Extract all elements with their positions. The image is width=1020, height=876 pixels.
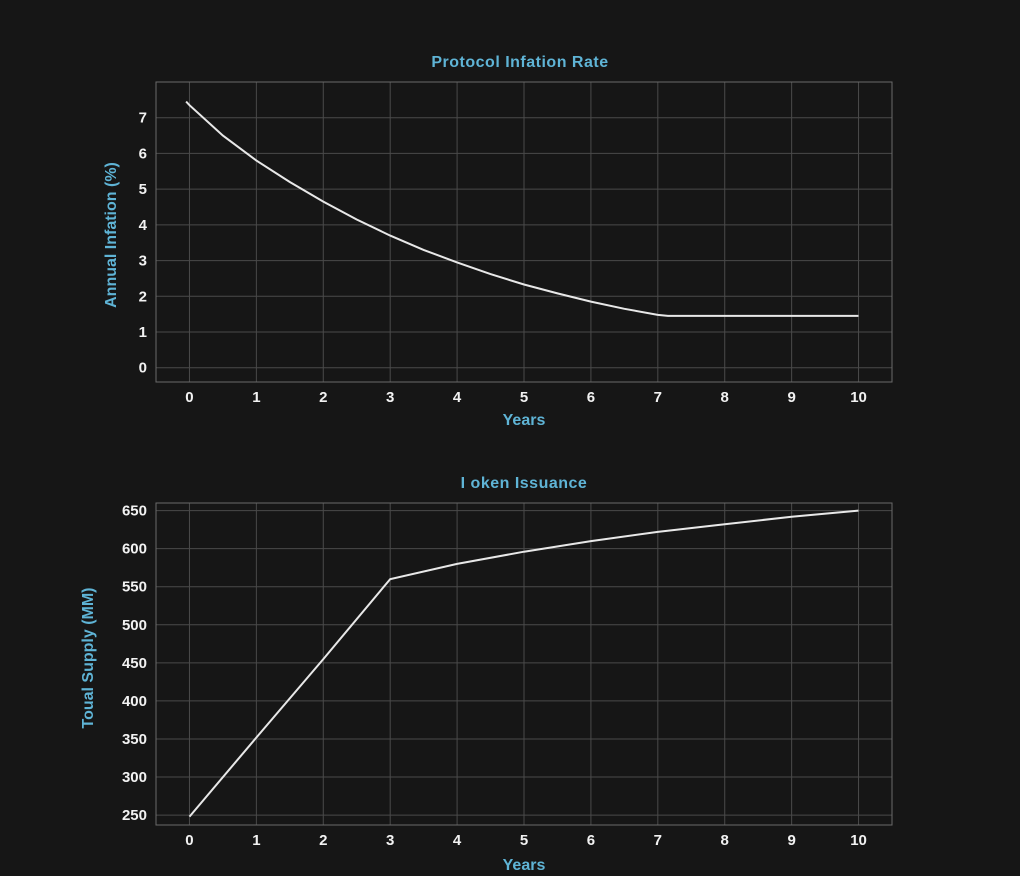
x-axis-label: Years <box>503 857 546 874</box>
x-tick-label: 6 <box>587 832 595 849</box>
y-tick-label: 2 <box>139 288 147 305</box>
y-tick-label: 5 <box>139 181 147 198</box>
x-tick-label: 3 <box>386 832 394 849</box>
x-tick-label: 5 <box>520 832 528 849</box>
plot-frame <box>155 81 893 383</box>
x-tick-label: 8 <box>721 389 729 406</box>
y-tick-label: 7 <box>139 110 147 127</box>
y-tick-label: 450 <box>122 655 147 672</box>
y-tick-label: 4 <box>139 217 148 234</box>
y-tick-label: 400 <box>122 693 147 710</box>
x-tick-label: 2 <box>319 832 327 849</box>
chart-inflation-rate: Protocol Infation Rate Years Annual Infa… <box>103 54 893 429</box>
y-tick-label: 300 <box>122 769 147 786</box>
y-tick-label: 650 <box>122 503 147 520</box>
x-tick-label: 8 <box>721 832 729 849</box>
plot-frame <box>155 502 893 826</box>
x-tick-label: 0 <box>185 389 193 406</box>
x-tick-label: 4 <box>453 389 462 406</box>
x-tick-label: 2 <box>319 389 327 406</box>
x-tick-label: 10 <box>850 832 867 849</box>
y-axis-label: Annual Infation (%) <box>103 162 120 308</box>
x-tick-label: 3 <box>386 389 394 406</box>
chart-title: I oken Issuance <box>461 475 588 492</box>
x-tick-label: 10 <box>850 389 867 406</box>
x-tick-label: 9 <box>787 389 795 406</box>
x-tick-label: 7 <box>654 389 662 406</box>
x-tick-label: 1 <box>252 832 260 849</box>
x-tick-label: 0 <box>185 832 193 849</box>
y-tick-label: 350 <box>122 731 147 748</box>
y-axis-label: Toual Supply (MM) <box>80 587 97 728</box>
x-tick-label: 9 <box>787 832 795 849</box>
y-tick-label: 3 <box>139 253 147 270</box>
x-tick-label: 6 <box>587 389 595 406</box>
y-tick-label: 0 <box>139 360 147 377</box>
chart-title: Protocol Infation Rate <box>431 54 608 71</box>
grid <box>156 82 892 382</box>
series-line <box>188 509 859 818</box>
x-tick-label: 7 <box>654 832 662 849</box>
y-tick-label: 550 <box>122 579 147 596</box>
y-tick-label: 6 <box>139 145 147 162</box>
x-axis-label: Years <box>503 412 546 429</box>
x-tick-label: 5 <box>520 389 528 406</box>
y-tick-label: 500 <box>122 617 147 634</box>
y-tick-label: 600 <box>122 541 147 558</box>
y-tick-label: 1 <box>139 324 147 341</box>
series-line <box>185 100 859 317</box>
grid <box>156 503 892 825</box>
chart-token-issuance: I oken Issuance Years Toual Supply (MM) … <box>80 475 893 874</box>
x-tick-label: 1 <box>252 389 260 406</box>
y-tick-label: 250 <box>122 807 147 824</box>
x-tick-label: 4 <box>453 832 462 849</box>
